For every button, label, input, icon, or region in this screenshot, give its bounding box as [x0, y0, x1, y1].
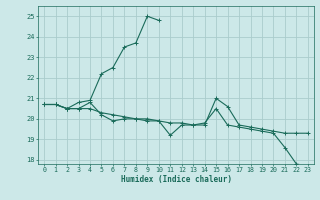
X-axis label: Humidex (Indice chaleur): Humidex (Indice chaleur)	[121, 175, 231, 184]
